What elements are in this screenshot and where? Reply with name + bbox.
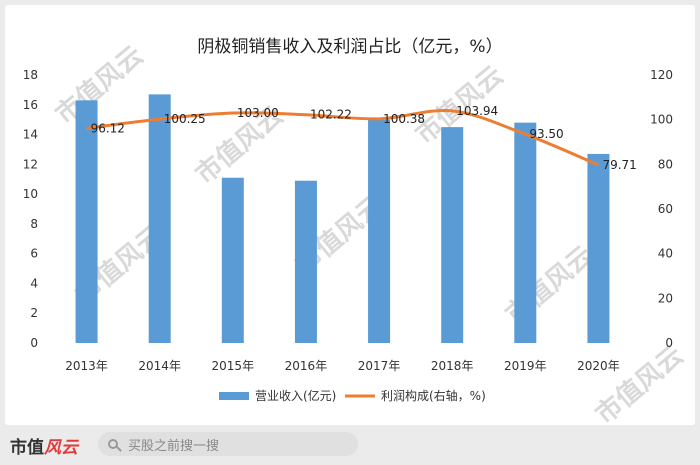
search-placeholder: 买股之前搜一搜 [128,438,220,454]
y-right-tick: 20 [658,291,673,305]
y-left-tick: 12 [23,157,38,171]
y-left-tick: 14 [23,128,38,142]
line-data-label: 100.38 [383,112,425,126]
y-right-tick: 80 [658,157,673,171]
brand-main: 市值 [10,438,44,458]
y-left-tick: 6 [30,247,38,261]
y-left-tick: 2 [30,306,38,320]
line-profit-share [86,108,600,167]
bar-revenue [221,177,244,343]
brand-logo: 市值风云 [10,433,78,458]
bar-revenue [368,119,391,344]
chart-card: 市值风云 市值风云 市值风云 市值风云 市值风云 市值风云 市值风云 阴极铜销售收入及利润占… [5,5,695,425]
line-data-label: 96.12 [91,121,125,135]
footer-bar: 市值风云 买股之前搜一搜 [0,425,700,465]
chart-title: 阴极铜销售收入及利润占比（亿元，%） [197,37,502,57]
bar-revenue [294,180,317,343]
x-tick-label: 2020年 [577,359,620,373]
y-left-tick: 4 [30,276,38,290]
line-data-label: 93.50 [529,127,563,141]
bar-revenue [75,100,98,343]
x-tick-label: 2017年 [358,359,401,373]
y-right-tick: 0 [665,336,673,350]
line-data-label: 102.22 [310,108,352,122]
y-right-tick: 100 [650,113,673,127]
y-right-tick: 120 [650,68,673,82]
watermark-text: 市值风云 [590,340,690,425]
y-left-tick: 16 [23,98,38,112]
x-tick-label: 2013年 [65,359,108,373]
x-tick-label: 2016年 [285,359,328,373]
legend-label-revenue: 营业收入(亿元) [255,388,336,403]
line-data-label: 100.25 [164,112,206,126]
search-icon [108,439,118,449]
x-tick-label: 2019年 [504,359,547,373]
legend: 营业收入(亿元) 利润构成(右轴，%) [219,388,486,403]
y-left-tick: 0 [30,336,38,350]
brand-accent: 风云 [44,438,78,458]
y-left-tick: 10 [23,187,38,201]
search-box[interactable]: 买股之前搜一搜 [98,432,358,456]
y-right-tick: 40 [658,247,673,261]
x-tick-label: 2015年 [212,359,255,373]
bar-revenue [587,153,610,343]
y-right-tick: 60 [658,202,673,216]
legend-bar-swatch [219,392,249,400]
bar-revenue [148,94,171,343]
line-data-label: 103.94 [456,104,498,118]
y-left-tick: 8 [30,217,38,231]
line-data-label: 79.71 [602,158,636,172]
watermark-text: 市值风云 [50,40,150,131]
x-tick-label: 2014年 [138,359,181,373]
line-data-label: 103.00 [237,106,279,120]
legend-label-profit: 利润构成(右轴，%) [381,388,486,403]
bar-revenue [514,122,537,344]
bar-revenue [441,127,464,343]
x-tick-label: 2018年 [431,359,474,373]
y-left-tick: 18 [23,68,38,82]
